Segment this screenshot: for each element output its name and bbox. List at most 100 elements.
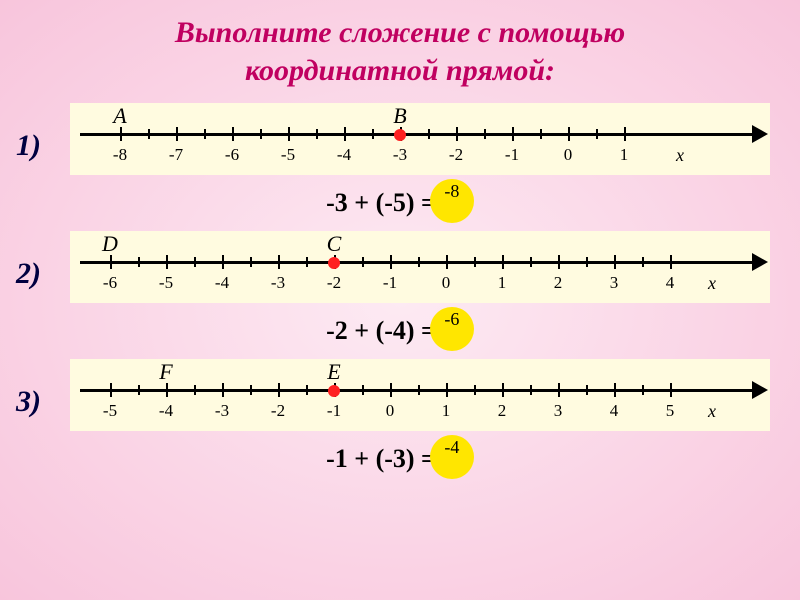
tick-label: -8 bbox=[113, 145, 127, 165]
tick-minor bbox=[484, 129, 486, 139]
tick-label: 0 bbox=[564, 145, 573, 165]
tick bbox=[278, 255, 280, 269]
tick bbox=[670, 255, 672, 269]
tick-label: 4 bbox=[666, 273, 675, 293]
tick-label: 4 bbox=[610, 401, 619, 421]
tick-minor bbox=[474, 385, 476, 395]
tick-minor bbox=[474, 257, 476, 267]
tick-label: -4 bbox=[215, 273, 229, 293]
axis-variable-label: х bbox=[708, 401, 716, 422]
tick bbox=[614, 255, 616, 269]
problem-number: 3) bbox=[16, 385, 41, 419]
tick-label: -6 bbox=[103, 273, 117, 293]
tick bbox=[390, 383, 392, 397]
point-label: В bbox=[393, 103, 406, 129]
tick-label: 0 bbox=[386, 401, 395, 421]
answer-circle: -4 bbox=[430, 435, 474, 479]
problems-container: 1)-8-7-6-5-4-3-2-101хAВ-3 + (-5) = -82)-… bbox=[0, 103, 800, 477]
tick-minor bbox=[362, 257, 364, 267]
tick-label: -1 bbox=[383, 273, 397, 293]
title-line-1: Выполните сложение с помощью bbox=[175, 16, 625, 49]
tick-minor bbox=[250, 385, 252, 395]
tick-minor bbox=[306, 257, 308, 267]
tick bbox=[446, 255, 448, 269]
point-dot bbox=[328, 385, 340, 397]
tick-label: 1 bbox=[620, 145, 629, 165]
problem: 1)-8-7-6-5-4-3-2-101хAВ-3 + (-5) = -8 bbox=[0, 103, 800, 221]
tick-minor bbox=[250, 257, 252, 267]
tick-minor bbox=[586, 257, 588, 267]
tick-minor bbox=[530, 385, 532, 395]
axis-variable-label: х bbox=[676, 145, 684, 166]
tick bbox=[344, 127, 346, 141]
tick-minor bbox=[530, 257, 532, 267]
tick-minor bbox=[138, 257, 140, 267]
tick bbox=[568, 127, 570, 141]
tick bbox=[222, 383, 224, 397]
page-title: Выполните сложение с помощью координатно… bbox=[0, 0, 800, 97]
arrow-icon bbox=[752, 381, 768, 399]
number-line: -6-5-4-3-2-101234хDС bbox=[70, 231, 770, 303]
answer-circle: -8 bbox=[430, 179, 474, 223]
tick bbox=[614, 383, 616, 397]
point-dot bbox=[328, 257, 340, 269]
tick bbox=[446, 383, 448, 397]
tick-label: -5 bbox=[103, 401, 117, 421]
tick bbox=[558, 255, 560, 269]
tick-minor bbox=[586, 385, 588, 395]
tick bbox=[502, 383, 504, 397]
tick bbox=[120, 127, 122, 141]
tick-label: 2 bbox=[498, 401, 507, 421]
tick bbox=[110, 383, 112, 397]
number-line-box: -6-5-4-3-2-101234хDС bbox=[70, 231, 770, 303]
tick-minor bbox=[372, 129, 374, 139]
number-line-box: -5-4-3-2-1012345хFE bbox=[70, 359, 770, 431]
tick-minor bbox=[362, 385, 364, 395]
tick bbox=[670, 383, 672, 397]
point-label: С bbox=[327, 231, 342, 257]
tick-minor bbox=[596, 129, 598, 139]
tick-label: 3 bbox=[554, 401, 563, 421]
tick bbox=[278, 383, 280, 397]
tick-label: 1 bbox=[442, 401, 451, 421]
tick-label: -2 bbox=[271, 401, 285, 421]
equation-text: -2 + (-4) = bbox=[326, 311, 436, 351]
point-label: D bbox=[102, 231, 118, 257]
equation: -1 + (-3) = -4 bbox=[0, 437, 800, 477]
tick-minor bbox=[316, 129, 318, 139]
tick-label: -5 bbox=[281, 145, 295, 165]
equation-text: -3 + (-5) = bbox=[326, 183, 436, 223]
tick-label: -5 bbox=[159, 273, 173, 293]
arrow-icon bbox=[752, 253, 768, 271]
equation: -3 + (-5) = -8 bbox=[0, 181, 800, 221]
tick-minor bbox=[428, 129, 430, 139]
number-line: -8-7-6-5-4-3-2-101хAВ bbox=[70, 103, 770, 175]
number-line: -5-4-3-2-1012345хFE bbox=[70, 359, 770, 431]
tick bbox=[288, 127, 290, 141]
tick-label: -2 bbox=[327, 273, 341, 293]
tick-label: 5 bbox=[666, 401, 675, 421]
tick-minor bbox=[418, 385, 420, 395]
tick-minor bbox=[194, 257, 196, 267]
title-line-2: координатной прямой: bbox=[245, 54, 555, 87]
tick bbox=[512, 127, 514, 141]
tick bbox=[502, 255, 504, 269]
tick-label: 1 bbox=[498, 273, 507, 293]
tick bbox=[558, 383, 560, 397]
tick-minor bbox=[204, 129, 206, 139]
tick-minor bbox=[642, 385, 644, 395]
axis-line bbox=[80, 389, 760, 392]
tick-minor bbox=[260, 129, 262, 139]
problem: 3)-5-4-3-2-1012345хFE-1 + (-3) = -4 bbox=[0, 359, 800, 477]
tick-label: -4 bbox=[159, 401, 173, 421]
tick-minor bbox=[194, 385, 196, 395]
tick bbox=[166, 383, 168, 397]
equation: -2 + (-4) = -6 bbox=[0, 309, 800, 349]
tick-label: -6 bbox=[225, 145, 239, 165]
tick bbox=[110, 255, 112, 269]
tick-minor bbox=[138, 385, 140, 395]
problem-number: 1) bbox=[16, 129, 41, 163]
tick-label: -3 bbox=[393, 145, 407, 165]
tick-minor bbox=[540, 129, 542, 139]
tick bbox=[166, 255, 168, 269]
